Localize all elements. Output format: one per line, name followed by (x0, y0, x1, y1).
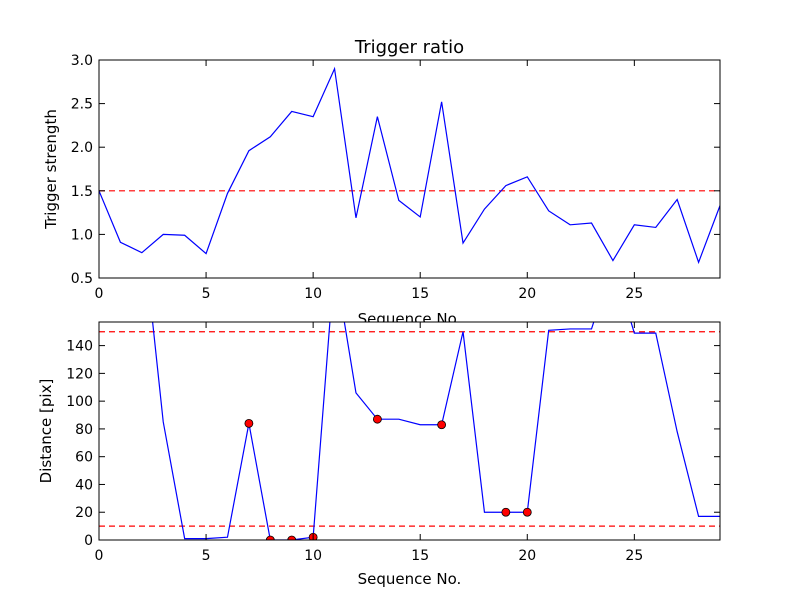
y-tick-label: 40 (75, 477, 93, 493)
x-tick-label: 15 (411, 286, 429, 302)
plot-background (99, 322, 720, 540)
y-tick-label: 140 (66, 339, 93, 355)
y-tick-label: 60 (75, 450, 93, 466)
x-tick-label: 15 (411, 548, 429, 564)
x-tick-label: 25 (625, 286, 643, 302)
data-point (501, 507, 511, 517)
y-axis-label: Distance [pix] (37, 379, 55, 484)
data-point (287, 535, 297, 540)
axes-frame (98, 59, 721, 279)
series-line (99, 66, 720, 265)
x-axis-label: Sequence No. (358, 570, 462, 588)
x-tick-label: 10 (304, 286, 322, 302)
y-tick-label: 2.0 (71, 140, 93, 156)
y-tick-label: 20 (75, 505, 93, 521)
y-tick-label: 1.0 (71, 227, 93, 243)
series-line (152, 322, 720, 540)
data-point (265, 535, 275, 540)
x-tick-label: 5 (202, 548, 211, 564)
distance-plot-area: 0 5 10 15 20 25 0 20 40 60 80 100 120 140 (66, 321, 721, 564)
y-tick-label: 80 (75, 422, 93, 438)
trigger-ratio-plot-area: 0 5 10 15 20 25 0.5 1.0 1.5 2.0 2.5 3.0 (71, 53, 721, 302)
data-point (437, 420, 447, 430)
y-tick-label: 100 (66, 394, 93, 410)
y-tick-label: 1.5 (71, 184, 93, 200)
x-tick-label: 10 (304, 548, 322, 564)
x-tick-label: 20 (518, 548, 536, 564)
data-point (522, 507, 532, 517)
plot-marks (99, 322, 720, 540)
y-tick-label: 0 (84, 533, 93, 549)
trigger-ratio-chart: Trigger ratio Sequence No. Trigger stren… (42, 37, 721, 328)
y-tick-label: 3.0 (71, 53, 93, 69)
y-axis-label: Trigger strength (42, 109, 60, 230)
plot-background (99, 60, 720, 278)
plot-marks (99, 66, 720, 265)
x-tick-label: 5 (202, 286, 211, 302)
chart-title: Trigger ratio (354, 37, 464, 58)
x-tick-label: 20 (518, 286, 536, 302)
x-tick-label: 0 (95, 548, 104, 564)
data-point (244, 418, 254, 428)
y-tick-label: 2.5 (71, 97, 93, 113)
y-tick-label: 120 (66, 366, 93, 382)
distance-chart: Sequence No. Distance [pix] 0 5 10 15 20 25 0 2… (37, 321, 721, 588)
y-tick-label: 0.5 (71, 271, 93, 287)
x-tick-label: 0 (95, 286, 104, 302)
data-point (372, 414, 382, 424)
x-tick-label: 25 (625, 548, 643, 564)
axes-frame (98, 321, 721, 541)
